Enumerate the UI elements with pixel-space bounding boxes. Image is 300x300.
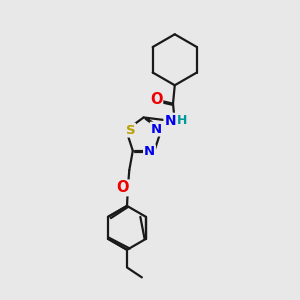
Text: O: O <box>150 92 162 106</box>
Text: N: N <box>164 114 176 128</box>
Text: H: H <box>177 114 187 127</box>
Text: N: N <box>144 145 155 158</box>
Text: N: N <box>151 123 162 136</box>
Text: S: S <box>126 124 135 137</box>
Text: O: O <box>117 180 129 195</box>
